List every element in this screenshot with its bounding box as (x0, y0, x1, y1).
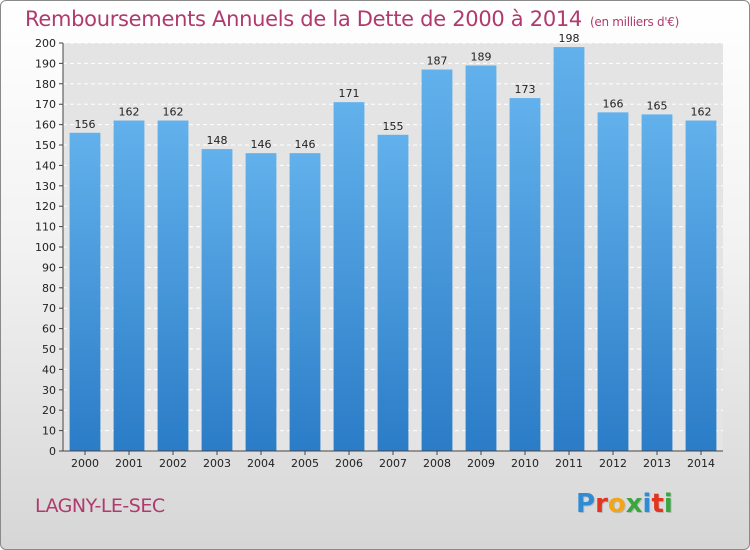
y-tick-label: 10 (42, 425, 56, 438)
brand-letter: x (625, 489, 643, 519)
y-tick-label: 50 (42, 343, 56, 356)
y-tick-label: 110 (35, 221, 56, 234)
brand-letter: P (576, 489, 596, 519)
data-label-2004: 146 (251, 138, 272, 151)
data-label-2008: 187 (427, 55, 448, 68)
data-label-2014: 162 (691, 106, 712, 119)
x-tick-label-2014: 2014 (687, 457, 715, 470)
data-labels: 156 162 162 148 146 146 171 155 187 189 173 198 166 1… (75, 32, 712, 151)
y-tick-label: 120 (35, 200, 56, 213)
data-label-2000: 156 (75, 118, 96, 131)
y-tick-label: 130 (35, 180, 56, 193)
y-tick-label: 150 (35, 139, 56, 152)
y-tick-label: 90 (42, 261, 56, 274)
x-tick-label-2013: 2013 (643, 457, 671, 470)
bar-2005 (289, 153, 321, 451)
bar-2012 (597, 112, 629, 452)
bar-2004 (245, 153, 277, 451)
x-tick-label-2007: 2007 (379, 457, 407, 470)
x-tick-label-2000: 2000 (71, 457, 99, 470)
bar-2003 (201, 149, 233, 451)
chart-title-text: Remboursements Annuels de la Dette de 20… (25, 7, 582, 31)
y-tick-label: 20 (42, 404, 56, 417)
x-tick-label-2011: 2011 (555, 457, 583, 470)
brand-letter: i (663, 489, 673, 519)
y-tick-label: 40 (42, 363, 56, 376)
brand-letter: r (595, 489, 608, 519)
data-label-2010: 173 (515, 83, 536, 96)
data-label-2007: 155 (383, 120, 404, 133)
y-tick-label: 170 (35, 98, 56, 111)
x-tick-label-2002: 2002 (159, 457, 187, 470)
x-tick-label-2006: 2006 (335, 457, 363, 470)
y-tick-label: 200 (35, 37, 56, 50)
axes: 0 10 20 30 40 50 60 70 80 90 100 110 120 130 140 150 160… (35, 37, 723, 470)
bar-2011 (553, 47, 585, 452)
bar-2010 (509, 98, 541, 451)
y-tick-label: 160 (35, 119, 56, 132)
bar-2008 (421, 69, 453, 452)
x-tick-label-2009: 2009 (467, 457, 495, 470)
x-tick-label-2003: 2003 (203, 457, 231, 470)
x-tick-label-2005: 2005 (291, 457, 319, 470)
x-tick-label-2008: 2008 (423, 457, 451, 470)
y-tick-label: 80 (42, 282, 56, 295)
brand-letter: t (651, 489, 664, 519)
data-label-2013: 165 (647, 99, 668, 112)
x-tick-label-2012: 2012 (599, 457, 627, 470)
data-label-2003: 148 (207, 134, 228, 147)
brand-letter: o (607, 489, 626, 519)
y-tick-label: 180 (35, 78, 56, 91)
bar-2001 (113, 120, 145, 452)
bar-2002 (157, 120, 189, 452)
chart-title: Remboursements Annuels de la Dette de 20… (25, 7, 679, 31)
brand-letter: i (642, 489, 652, 519)
x-tick-label-2010: 2010 (511, 457, 539, 470)
x-tick-label-2004: 2004 (247, 457, 275, 470)
chart-unit: (en milliers d'€) (590, 15, 680, 29)
bars (69, 47, 717, 452)
y-tick-label: 70 (42, 302, 56, 315)
data-label-2009: 189 (471, 50, 492, 63)
data-label-2005: 146 (295, 138, 316, 151)
y-tick-label: 100 (35, 241, 56, 254)
data-label-2002: 162 (163, 106, 184, 119)
y-tick-label: 0 (49, 445, 56, 458)
commune-name: LAGNY-LE-SEC (35, 495, 165, 517)
data-label-2011: 198 (559, 32, 580, 45)
bar-2007 (377, 134, 409, 452)
data-label-2006: 171 (339, 87, 360, 100)
data-label-2001: 162 (119, 106, 140, 119)
proxiti-logo: Proxiti (576, 489, 673, 519)
y-tick-label: 190 (35, 57, 56, 70)
bar-2006 (333, 102, 365, 451)
bar-2013 (641, 114, 673, 452)
y-tick-label: 60 (42, 323, 56, 336)
bar-2014 (685, 120, 717, 452)
y-tick-label: 30 (42, 384, 56, 397)
bar-2009 (465, 65, 497, 451)
data-label-2012: 166 (603, 97, 624, 110)
y-tick-label: 140 (35, 159, 56, 172)
x-tick-label-2001: 2001 (115, 457, 143, 470)
bar-2000 (69, 132, 101, 451)
